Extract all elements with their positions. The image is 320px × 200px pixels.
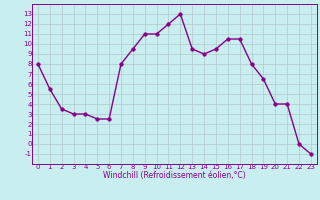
X-axis label: Windchill (Refroidissement éolien,°C): Windchill (Refroidissement éolien,°C)	[103, 171, 246, 180]
